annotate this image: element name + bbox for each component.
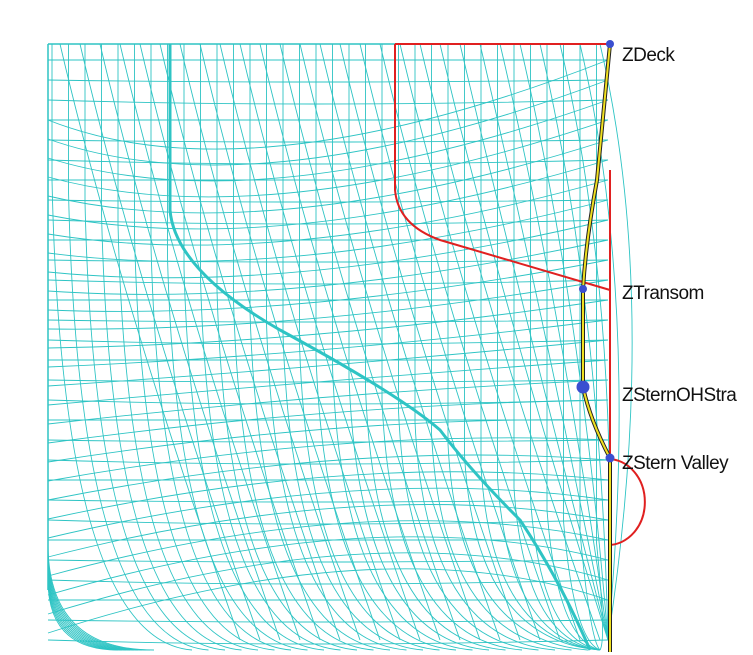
point-label: ZSternOHStra: [622, 385, 737, 406]
control-point: [606, 40, 614, 48]
control-point: [606, 454, 615, 463]
control-point: [577, 381, 590, 394]
control-point: [579, 285, 587, 293]
point-label: ZStern Valley: [622, 453, 729, 474]
point-label: ZDeck: [622, 45, 675, 66]
hull-diagram: ZDeck ZTransom ZSternOHStra ZStern Valley: [0, 0, 753, 655]
point-label: ZTransom: [622, 283, 704, 304]
page: ZDeckZTransomZSternOHStraZStern Valley (…: [0, 0, 753, 655]
